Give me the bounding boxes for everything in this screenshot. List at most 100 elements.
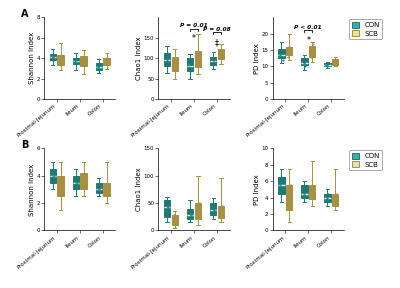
PathPatch shape [278, 177, 284, 194]
Point [73, 184, 79, 189]
Point [74, 57, 80, 62]
PathPatch shape [72, 176, 79, 190]
PathPatch shape [96, 183, 102, 193]
Point [310, 44, 317, 49]
Point [96, 64, 102, 69]
Point [81, 183, 88, 187]
Point [301, 185, 307, 190]
Point [194, 62, 200, 67]
Point [58, 56, 65, 60]
Point [285, 51, 291, 56]
Point [325, 61, 332, 65]
Point [164, 58, 170, 62]
Point [102, 187, 108, 192]
Point [102, 190, 109, 194]
PathPatch shape [172, 57, 178, 71]
PathPatch shape [96, 63, 102, 70]
Point [48, 176, 55, 181]
Point [333, 191, 340, 196]
PathPatch shape [195, 51, 201, 67]
Point [333, 61, 339, 65]
Point [172, 58, 179, 62]
Point [162, 56, 169, 60]
Point [285, 195, 291, 200]
PathPatch shape [50, 54, 56, 60]
Point [96, 67, 102, 72]
Point [277, 183, 283, 187]
Point [50, 55, 56, 60]
Point [324, 197, 330, 202]
Point [58, 57, 64, 62]
PathPatch shape [164, 53, 170, 67]
PathPatch shape [195, 203, 201, 219]
Point [58, 176, 64, 181]
Point [332, 194, 338, 198]
Point [188, 213, 194, 217]
Point [165, 205, 171, 210]
PathPatch shape [187, 58, 193, 71]
Point [217, 54, 223, 58]
Point [308, 187, 315, 192]
Point [218, 206, 224, 211]
Point [49, 56, 56, 60]
Point [50, 173, 57, 178]
Point [103, 62, 110, 67]
Point [300, 59, 307, 64]
Point [80, 61, 86, 66]
Point [163, 201, 170, 205]
Point [81, 180, 88, 185]
Point [323, 194, 329, 198]
Point [325, 62, 331, 66]
PathPatch shape [301, 185, 308, 198]
Point [164, 209, 170, 214]
Legend: CON, SCB: CON, SCB [349, 150, 382, 170]
Point [57, 184, 63, 189]
Point [331, 59, 337, 64]
Text: P = 0.01: P = 0.01 [180, 23, 208, 28]
Point [164, 60, 170, 65]
Point [309, 183, 315, 187]
Point [278, 51, 285, 56]
Point [324, 191, 331, 196]
Point [218, 56, 224, 60]
PathPatch shape [104, 58, 110, 65]
Point [74, 58, 80, 62]
Point [217, 211, 224, 215]
Point [332, 58, 338, 62]
Point [171, 213, 178, 217]
Point [195, 60, 201, 65]
Point [57, 180, 63, 185]
Point [164, 62, 170, 67]
Point [301, 195, 307, 200]
PathPatch shape [332, 59, 338, 65]
Point [332, 199, 338, 204]
Point [72, 176, 79, 181]
Point [49, 175, 56, 179]
PathPatch shape [80, 173, 87, 190]
Point [287, 183, 294, 187]
PathPatch shape [210, 203, 216, 215]
PathPatch shape [57, 55, 64, 65]
Point [187, 61, 193, 65]
Point [333, 62, 339, 67]
Point [103, 58, 109, 62]
Point [71, 61, 78, 66]
Point [286, 187, 292, 192]
Point [301, 191, 308, 196]
Point [186, 68, 193, 73]
Y-axis label: Chao1 Index: Chao1 Index [136, 37, 142, 80]
Point [188, 209, 194, 214]
Y-axis label: Shannon Index: Shannon Index [29, 163, 35, 215]
Point [211, 207, 217, 212]
PathPatch shape [164, 200, 170, 217]
Point [323, 64, 330, 69]
Point [285, 199, 292, 204]
Point [95, 65, 102, 70]
Point [285, 54, 292, 59]
Point [56, 60, 63, 65]
Point [217, 213, 223, 217]
Text: B: B [21, 140, 28, 150]
Y-axis label: PD Index: PD Index [254, 43, 260, 74]
Point [210, 60, 217, 65]
Point [94, 186, 101, 190]
